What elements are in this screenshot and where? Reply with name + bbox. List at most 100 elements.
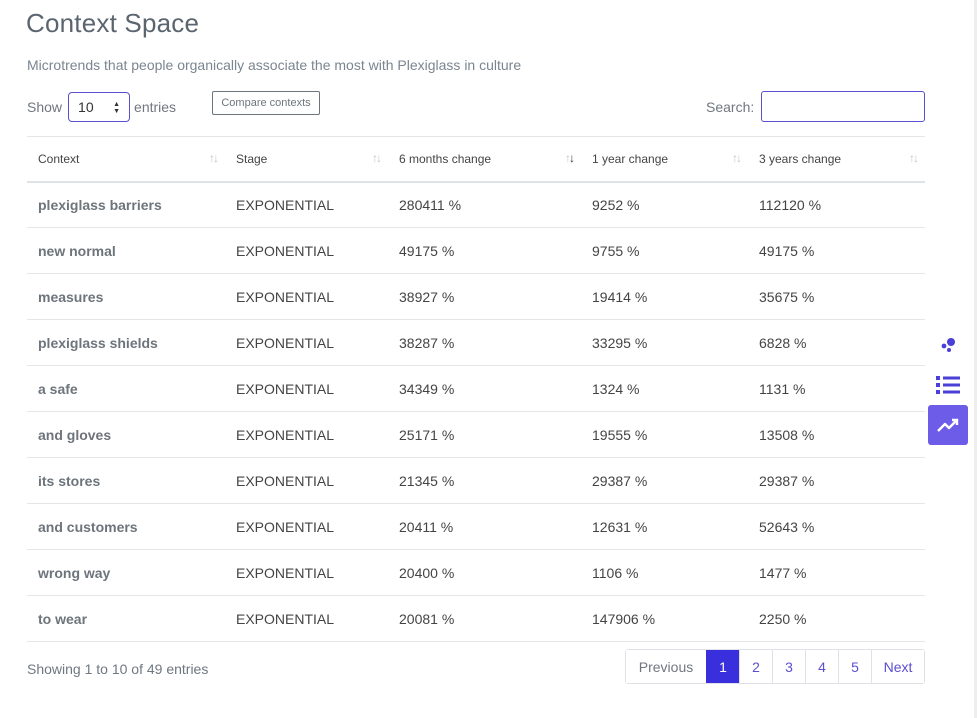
table-row: its stores EXPONENTIAL 21345 % 29387 % 29387…: [27, 457, 925, 504]
cell-1-year-change: 9252 %: [581, 181, 748, 228]
cell-stage: EXPONENTIAL: [225, 319, 388, 366]
cell-1-year-change: 9755 %: [581, 227, 748, 274]
cell-1-year-change: 147906 %: [581, 595, 748, 642]
cell-6-months-change: 280411 %: [388, 181, 581, 228]
table-row: a safe EXPONENTIAL 34349 % 1324 % 1131 %: [27, 365, 925, 412]
page-4-button[interactable]: 4: [805, 650, 838, 683]
list-icon[interactable]: [928, 365, 968, 405]
show-label: Show: [27, 99, 63, 115]
cell-3-years-change: 52643 %: [748, 503, 925, 550]
cell-stage: EXPONENTIAL: [225, 595, 388, 642]
cell-1-year-change: 1106 %: [581, 549, 748, 596]
column-header-label: Context: [38, 151, 80, 166]
column-header-label: 3 years change: [759, 151, 842, 166]
cell-1-year-change: 19414 %: [581, 273, 748, 320]
table-body: plexiglass barriers EXPONENTIAL 280411 % 92…: [27, 181, 925, 642]
cell-3-years-change: 13508 %: [748, 411, 925, 458]
cell-6-months-change: 20081 %: [388, 595, 581, 642]
column-header-1-year[interactable]: 1 year change ↑↓: [581, 136, 748, 183]
search-input[interactable]: [761, 91, 925, 122]
cell-3-years-change: 49175 %: [748, 227, 925, 274]
column-header-label: Stage: [236, 151, 268, 166]
column-header-label: 6 months change: [399, 151, 492, 166]
cell-stage: EXPONENTIAL: [225, 227, 388, 274]
page-subtitle: Microtrends that people organically asso…: [27, 57, 522, 73]
compare-contexts-button[interactable]: Compare contexts: [212, 91, 320, 115]
table-row: wrong way EXPONENTIAL 20400 % 1106 % 1477 %: [27, 549, 925, 596]
cell-1-year-change: 12631 %: [581, 503, 748, 550]
cell-context[interactable]: to wear: [27, 595, 225, 642]
column-header-label: 1 year change: [592, 151, 669, 166]
cell-3-years-change: 6828 %: [748, 319, 925, 366]
cell-context[interactable]: plexiglass shields: [27, 319, 225, 366]
column-header-3-years[interactable]: 3 years change ↑↓: [748, 136, 925, 183]
previous-page-button[interactable]: Previous: [626, 650, 706, 683]
entries-length-control: Show 10 ▲ ▼ entries: [27, 92, 176, 122]
cell-context[interactable]: new normal: [27, 227, 225, 274]
cell-6-months-change: 38927 %: [388, 273, 581, 320]
cell-stage: EXPONENTIAL: [225, 411, 388, 458]
cell-stage: EXPONENTIAL: [225, 273, 388, 320]
sort-icon: ↑↓: [372, 151, 382, 165]
next-page-button[interactable]: Next: [871, 650, 924, 683]
search-label: Search:: [706, 99, 755, 115]
cell-stage: EXPONENTIAL: [225, 365, 388, 412]
cell-3-years-change: 2250 %: [748, 595, 925, 642]
cell-1-year-change: 33295 %: [581, 319, 748, 366]
column-header-6-months[interactable]: 6 months change ↑↓: [388, 136, 581, 183]
window-edge: [974, 0, 977, 718]
cell-3-years-change: 1131 %: [748, 365, 925, 412]
page-3-button[interactable]: 3: [772, 650, 805, 683]
select-arrows-icon: ▲ ▼: [113, 101, 121, 115]
cell-stage: EXPONENTIAL: [225, 503, 388, 550]
cell-context[interactable]: and customers: [27, 503, 225, 550]
cell-context[interactable]: a safe: [27, 365, 225, 412]
cell-3-years-change: 35675 %: [748, 273, 925, 320]
cell-6-months-change: 38287 %: [388, 319, 581, 366]
sort-icon: ↑↓: [732, 151, 742, 165]
cell-6-months-change: 20411 %: [388, 503, 581, 550]
trend-chart-icon[interactable]: [928, 405, 968, 445]
cell-1-year-change: 19555 %: [581, 411, 748, 458]
table-row: new normal EXPONENTIAL 49175 % 9755 % 49175 …: [27, 227, 925, 274]
cell-context[interactable]: wrong way: [27, 549, 225, 596]
table-row: plexiglass shields EXPONENTIAL 38287 % 3329…: [27, 319, 925, 366]
bubbles-icon[interactable]: [928, 325, 968, 365]
side-nav: [928, 325, 968, 445]
cell-6-months-change: 49175 %: [388, 227, 581, 274]
pagination: Previous 1 2 3 4 5 Next: [625, 649, 925, 684]
cell-stage: EXPONENTIAL: [225, 181, 388, 228]
cell-context[interactable]: plexiglass barriers: [27, 181, 225, 228]
entries-select[interactable]: 10 ▲ ▼: [68, 92, 131, 122]
cell-3-years-change: 29387 %: [748, 457, 925, 504]
cell-context[interactable]: measures: [27, 273, 225, 320]
context-table: Context ↑↓ Stage ↑↓ 6 months change ↑↓ 1…: [27, 136, 925, 642]
cell-context[interactable]: its stores: [27, 457, 225, 504]
cell-stage: EXPONENTIAL: [225, 549, 388, 596]
page-title: Context Space: [26, 8, 200, 38]
table-row: plexiglass barriers EXPONENTIAL 280411 % 92…: [27, 181, 925, 228]
cell-1-year-change: 29387 %: [581, 457, 748, 504]
table-header-row: Context ↑↓ Stage ↑↓ 6 months change ↑↓ 1…: [27, 136, 925, 183]
table-row: measures EXPONENTIAL 38927 % 19414 % 35675 %: [27, 273, 925, 320]
page-5-button[interactable]: 5: [838, 650, 871, 683]
sort-desc-icon: ↑↓: [565, 151, 575, 165]
cell-3-years-change: 1477 %: [748, 549, 925, 596]
cell-3-years-change: 112120 %: [748, 181, 925, 228]
cell-6-months-change: 25171 %: [388, 411, 581, 458]
column-header-stage[interactable]: Stage ↑↓: [225, 136, 388, 183]
entries-select-value: 10: [78, 99, 94, 115]
cell-context[interactable]: and gloves: [27, 411, 225, 458]
cell-stage: EXPONENTIAL: [225, 457, 388, 504]
table-row: and gloves EXPONENTIAL 25171 % 19555 % 13508…: [27, 411, 925, 458]
page-2-button[interactable]: 2: [739, 650, 772, 683]
page-1-button[interactable]: 1: [706, 650, 739, 683]
cell-1-year-change: 1324 %: [581, 365, 748, 412]
cell-6-months-change: 21345 %: [388, 457, 581, 504]
cell-6-months-change: 20400 %: [388, 549, 581, 596]
cell-6-months-change: 34349 %: [388, 365, 581, 412]
table-info: Showing 1 to 10 of 49 entries: [27, 661, 209, 677]
sort-icon: ↑↓: [909, 151, 919, 165]
column-header-context[interactable]: Context ↑↓: [27, 136, 225, 183]
table-row: to wear EXPONENTIAL 20081 % 147906 % 2250 %: [27, 595, 925, 642]
